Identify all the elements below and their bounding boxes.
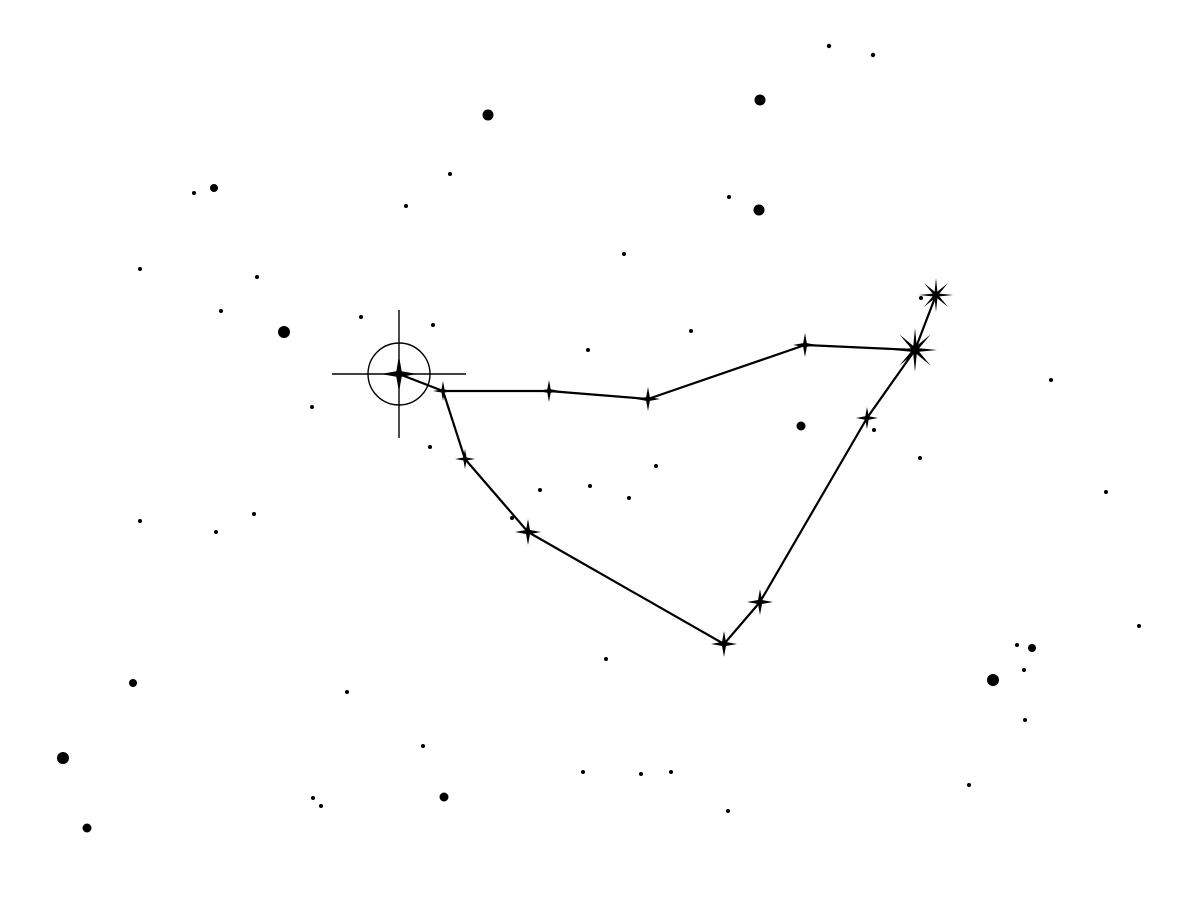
field-star-dot: [689, 329, 693, 333]
field-star-dot: [219, 309, 223, 313]
field-star-dot: [918, 456, 922, 460]
four-point-star-icon: [636, 387, 660, 411]
field-star-dot: [1104, 490, 1108, 494]
field-star-dot: [627, 496, 631, 500]
field-star-dot: [214, 530, 218, 534]
field-star-dot: [967, 783, 971, 787]
four-point-star-icon: [433, 381, 453, 401]
field-star-dot: [428, 445, 432, 449]
field-star-dot: [538, 488, 542, 492]
constellation-stars: [433, 278, 953, 657]
field-star-dot: [252, 512, 256, 516]
field-star-dot: [210, 184, 218, 192]
four-point-star-icon: [515, 519, 541, 545]
field-star-dot: [431, 323, 435, 327]
field-star-dot: [82, 823, 92, 833]
field-star-dot: [727, 195, 731, 199]
field-star-dot: [826, 43, 832, 49]
field-star-dot: [1028, 644, 1036, 652]
field-star-dot: [359, 315, 363, 319]
field-star-dot: [421, 744, 425, 748]
four-point-star-icon: [793, 333, 817, 357]
field-star-dot: [726, 809, 730, 813]
field-star-dot: [654, 464, 658, 468]
field-star-dot: [588, 484, 592, 488]
four-point-star-icon: [538, 380, 560, 402]
field-star-dot: [622, 252, 626, 256]
field-star-dot: [639, 772, 643, 776]
field-stars: [57, 43, 1141, 833]
field-star-dot: [311, 796, 315, 800]
field-star-dot: [581, 770, 585, 774]
field-star-dot: [870, 52, 876, 58]
field-star-dot: [255, 275, 259, 279]
field-star-dot: [1023, 718, 1027, 722]
field-star-dot: [345, 690, 349, 694]
four-point-star-icon: [455, 449, 475, 469]
eight-point-star-icon: [893, 328, 937, 372]
field-star-dot: [1022, 668, 1026, 672]
field-star-dot: [872, 428, 876, 432]
field-star-dot: [138, 519, 142, 523]
field-star-dot: [586, 348, 590, 352]
four-point-star-icon: [856, 407, 878, 429]
field-star-dot: [510, 516, 514, 520]
field-star-dot: [404, 204, 408, 208]
field-star-dot: [138, 267, 142, 271]
crosshair-circle-icon: [332, 310, 466, 438]
field-star-dot: [1137, 624, 1141, 628]
field-star-dot: [129, 679, 137, 687]
field-star-dot: [796, 421, 806, 431]
field-star-dot: [57, 752, 69, 764]
field-star-dot: [278, 326, 290, 338]
field-star-dot: [192, 191, 196, 195]
field-star-dot: [669, 770, 673, 774]
field-star-dot: [754, 94, 766, 106]
field-star-dot: [482, 109, 494, 121]
field-star-dot: [604, 657, 608, 661]
field-star-dot: [987, 674, 999, 686]
field-star-dot: [319, 804, 323, 808]
field-star-dot: [448, 172, 452, 176]
field-star-dot: [753, 204, 765, 216]
field-star-dot: [310, 405, 314, 409]
eight-point-star-icon: [919, 278, 953, 312]
field-star-dot: [439, 792, 449, 802]
field-star-dot: [1049, 378, 1053, 382]
four-point-star-icon: [381, 356, 417, 392]
crosshair-circle: [367, 342, 431, 406]
field-star-dot: [1015, 643, 1019, 647]
field-star-dot: [919, 296, 923, 300]
four-point-star-icon: [747, 589, 773, 615]
four-point-star-icon: [711, 631, 737, 657]
